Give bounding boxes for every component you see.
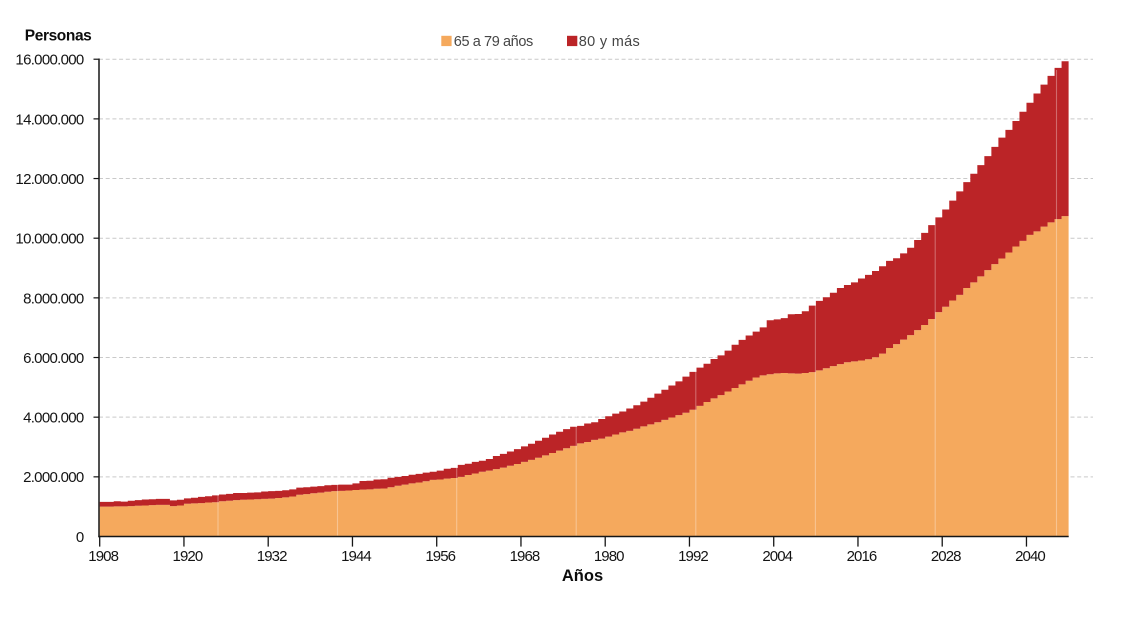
svg-text:6.000.000: 6.000.000 [23, 350, 84, 367]
svg-text:1968: 1968 [510, 548, 540, 565]
svg-text:1944: 1944 [341, 548, 371, 565]
svg-text:1908: 1908 [88, 548, 118, 565]
svg-text:1956: 1956 [425, 548, 455, 565]
svg-text:2040: 2040 [1015, 548, 1045, 565]
svg-text:2004: 2004 [762, 548, 792, 565]
svg-text:1920: 1920 [173, 548, 203, 565]
svg-text:8.000.000: 8.000.000 [23, 290, 84, 307]
svg-text:4.000.000: 4.000.000 [23, 410, 84, 427]
svg-text:2.000.000: 2.000.000 [23, 469, 84, 486]
svg-text:10.000.000: 10.000.000 [15, 231, 83, 248]
svg-text:Personas: Personas [25, 27, 92, 44]
svg-text:14.000.000: 14.000.000 [15, 111, 83, 128]
svg-text:2016: 2016 [847, 548, 877, 565]
svg-text:Años: Años [562, 567, 603, 585]
svg-text:0: 0 [76, 529, 84, 546]
svg-text:12.000.000: 12.000.000 [15, 171, 83, 188]
svg-text:1932: 1932 [257, 548, 287, 565]
svg-text:1980: 1980 [594, 548, 624, 565]
svg-text:1992: 1992 [678, 548, 708, 565]
svg-text:16.000.000: 16.000.000 [15, 52, 83, 69]
svg-text:65 a 79 años: 65 a 79 años [454, 34, 533, 50]
svg-text:80 y más: 80 y más [579, 34, 640, 50]
svg-text:2028: 2028 [931, 548, 961, 565]
